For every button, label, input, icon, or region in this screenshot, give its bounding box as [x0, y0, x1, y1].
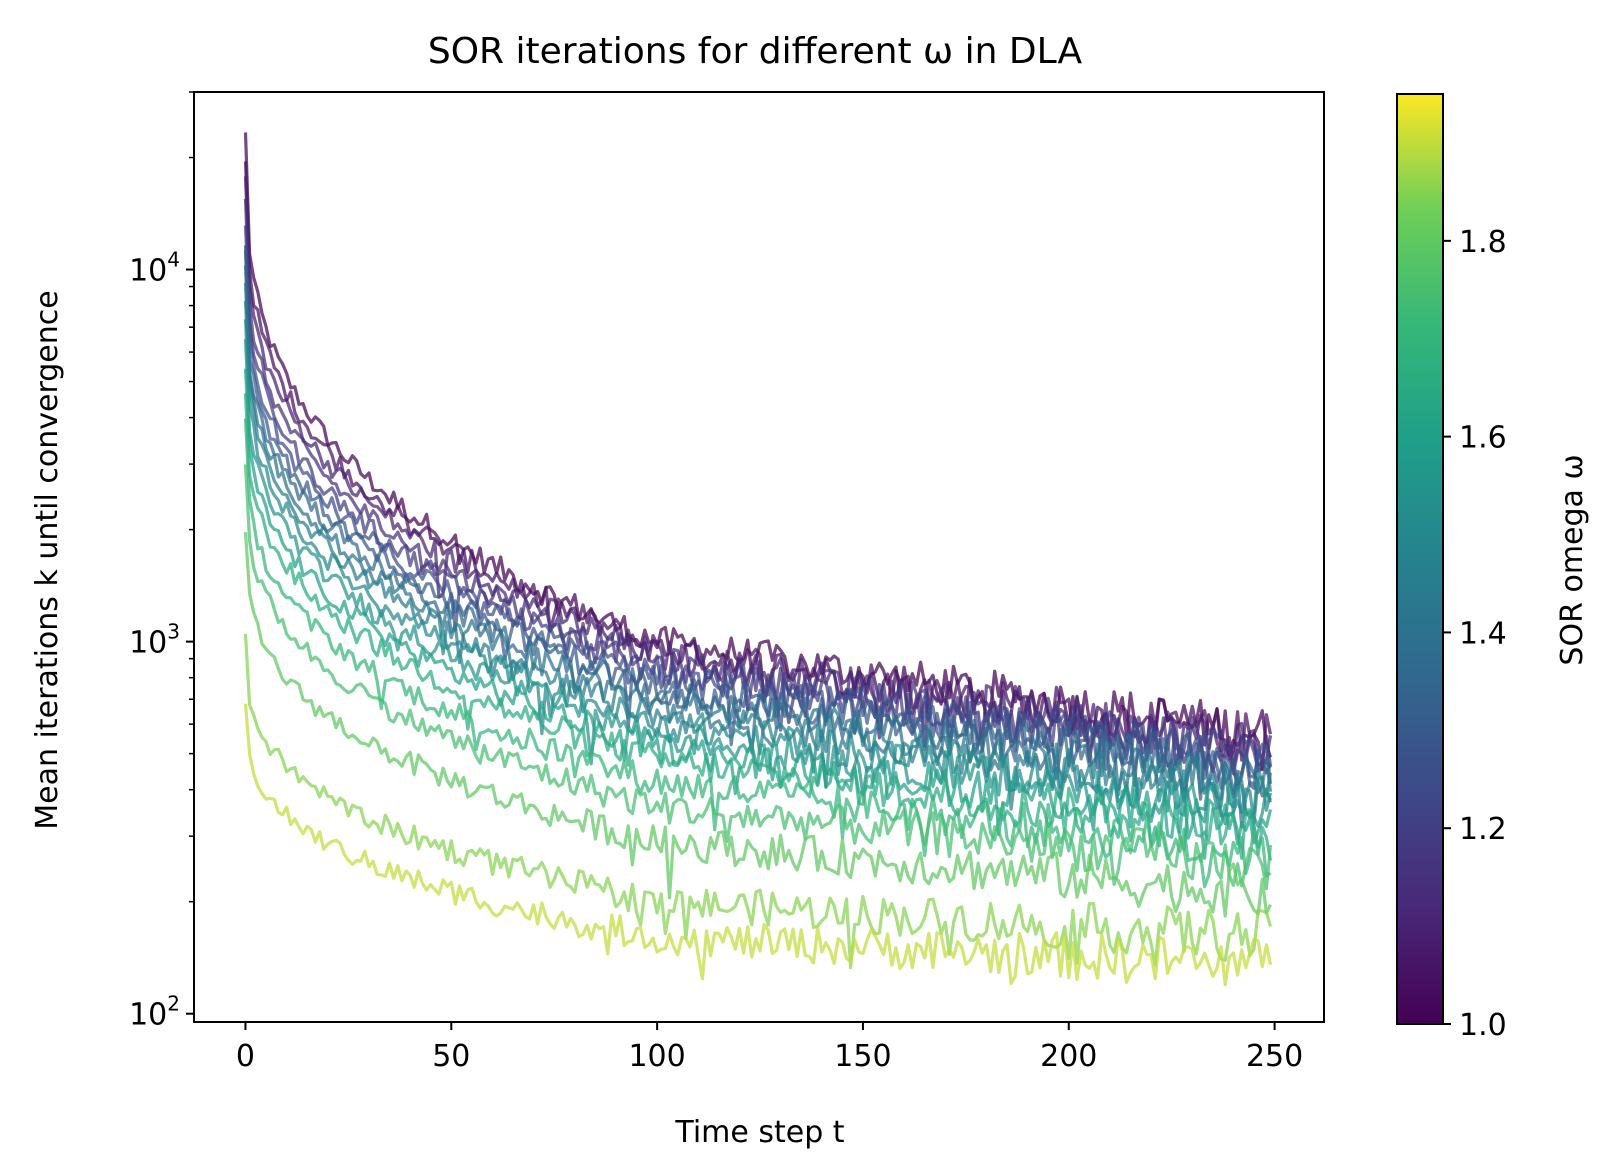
series-line-16 [243, 531, 1272, 918]
plot-frame [193, 91, 1325, 1023]
colorbar-tick-label: 1.4 [1459, 616, 1507, 651]
x-tick-label: 0 [236, 1039, 255, 1074]
series-line-9 [243, 300, 1273, 820]
colorbar-ticks: 1.0 1.2 1.4 1.6 1.8 [1443, 225, 1507, 1043]
series-line-17 [243, 633, 1273, 970]
series-line-15 [243, 464, 1273, 891]
plot-area [193, 91, 1325, 1023]
colorbar-tick-label: 1.8 [1459, 225, 1507, 260]
x-tick-label: 50 [432, 1039, 470, 1074]
x-tick-label: 100 [628, 1039, 685, 1074]
colorbar: 1.0 1.2 1.4 1.6 1.8 SOR omega ω [1396, 93, 1590, 1043]
series-layer [243, 132, 1273, 987]
colorbar-label: SOR omega ω [1555, 454, 1590, 665]
x-tick-label: 200 [1040, 1039, 1097, 1074]
colorbar-tick-label: 1.0 [1459, 1008, 1507, 1043]
x-axis: 0 50 100 150 200 250 [236, 1022, 1303, 1074]
x-tick-label: 250 [1246, 1039, 1303, 1074]
y-tick-label: 104 [129, 248, 180, 289]
y-tick-label: 103 [129, 620, 180, 661]
y-tick-label: 102 [129, 992, 180, 1033]
series-line-12 [243, 368, 1273, 860]
colorbar-gradient [1396, 93, 1444, 1025]
series-line-7 [243, 265, 1272, 803]
x-tick-label: 150 [834, 1039, 891, 1074]
series-line-18 [243, 703, 1273, 987]
colorbar-tick-label: 1.2 [1459, 812, 1507, 847]
chart-title: SOR iterations for different ω in DLA [428, 31, 1083, 72]
series-line-13 [243, 393, 1273, 861]
x-axis-label: Time step t [674, 1115, 844, 1150]
y-axis: 102 103 104 [129, 91, 194, 1033]
y-axis-label: Mean iterations k until convergence [30, 290, 65, 829]
series-line-14 [243, 418, 1272, 889]
colorbar-tick-label: 1.6 [1459, 421, 1507, 456]
